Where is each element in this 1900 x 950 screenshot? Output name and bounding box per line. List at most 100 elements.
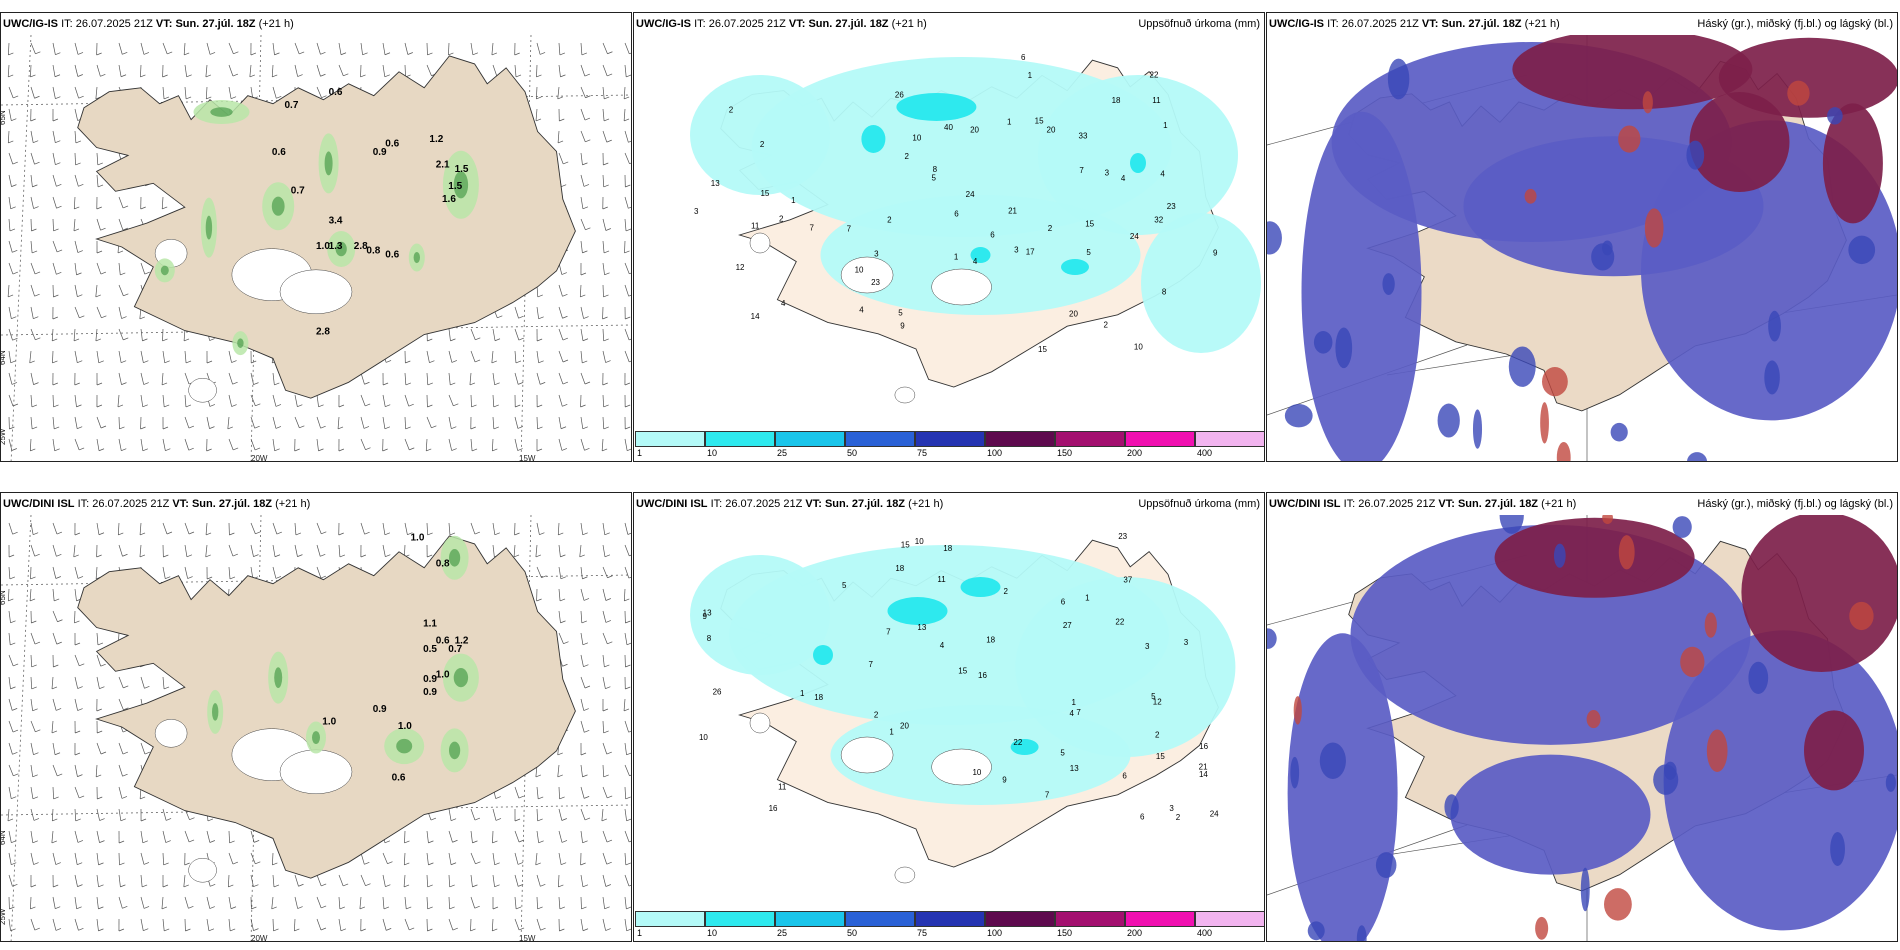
wind-barb-feather (607, 51, 613, 55)
wind-barb (601, 438, 604, 451)
wind-barb-feather (51, 840, 57, 844)
glacier (154, 719, 188, 748)
wind-barb-feather (207, 818, 214, 822)
wind-barb-feather (629, 774, 631, 777)
wind-barb-feather (117, 404, 124, 408)
wind-barb (580, 786, 585, 799)
wind-barb-feather (624, 382, 631, 386)
wind-value-label: 0.7 (448, 644, 462, 655)
wind-value-label: 3.4 (329, 215, 343, 226)
wind-barb-feather (629, 554, 631, 557)
wind-shade-core (160, 265, 169, 276)
wind-barb-feather (96, 52, 102, 56)
wind-barb (162, 42, 168, 55)
wind-barb-feather (625, 426, 631, 430)
wind-barb (228, 64, 234, 77)
wind-barb-feather (294, 928, 300, 932)
cloud-patch (1508, 346, 1536, 387)
wind-barb-feather (73, 338, 80, 342)
wind-barb-feather (606, 139, 612, 143)
wind-barb (404, 896, 407, 909)
wind-barb-feather (163, 96, 170, 100)
wind-barb (206, 896, 211, 909)
wind-barb-feather (74, 620, 80, 624)
wind-barb-feather (144, 751, 151, 755)
cloud-map[interactable] (1267, 35, 1897, 462)
wind-barb (140, 350, 144, 363)
wind-barb-feather (629, 360, 631, 363)
wind-map[interactable]: 1.00.81.10.6 1.20.5 0.70.90.91.00.91.00.61… (1, 515, 631, 942)
wind-barb (580, 522, 584, 535)
wind-barb (426, 372, 429, 385)
wind-barb (30, 64, 32, 77)
wind-barb (602, 460, 603, 461)
wind-barb (602, 764, 605, 777)
wind-barb-feather (298, 883, 304, 887)
wind-barb (602, 918, 606, 931)
precip-map[interactable]: 5382716182422201318211613106131026914112… (634, 515, 1264, 915)
cloud-map[interactable] (1267, 515, 1897, 942)
wind-barb-feather (54, 448, 60, 452)
mid-cloud (1287, 633, 1398, 941)
wind-barb (427, 940, 428, 941)
wind-barb (603, 940, 604, 941)
wind-barb-feather (581, 906, 587, 910)
colorbar-swatch (915, 911, 985, 927)
wind-barb-feather (77, 840, 84, 843)
wind-barb-feather (562, 337, 569, 341)
wind-barb (602, 328, 605, 341)
wind-barb (294, 522, 297, 535)
wind-barb (294, 42, 300, 55)
wind-barb-feather (626, 642, 631, 646)
wind-barb-feather (386, 928, 392, 931)
precip-shade-core (1061, 259, 1089, 275)
wind-barb (30, 130, 34, 143)
wind-barb (535, 852, 538, 865)
panel-header: UWC/IG-IS IT: 26.07.2025 21Z VT: Sun. 27… (3, 18, 294, 30)
colorbar-swatch (845, 431, 915, 447)
precip-title: Uppsöfnuð úrkoma (mm) (1138, 18, 1260, 30)
wind-barb (118, 764, 123, 777)
wind-barb (95, 86, 98, 99)
wind-barb (162, 918, 165, 931)
wind-barb (580, 350, 583, 363)
wind-barb (448, 438, 453, 451)
wind-barb-feather (75, 140, 82, 144)
wind-barb (183, 874, 186, 887)
precip-value-label: 16 (978, 671, 987, 680)
wind-barb (537, 460, 538, 461)
wind-barb-feather (205, 554, 211, 558)
wind-barb-feather (32, 532, 39, 536)
wind-value-label: 1.0 (316, 241, 330, 252)
wind-barb (228, 918, 231, 931)
wind-barb (558, 544, 561, 557)
wind-barb-feather (31, 228, 37, 232)
wind-barb (360, 372, 365, 385)
precip-value-label: 10 (915, 537, 924, 546)
cloud-patch (1830, 831, 1845, 866)
wind-barb (382, 874, 386, 887)
wind-barb-feather (31, 664, 37, 668)
wind-barb (579, 284, 582, 297)
precip-value-label: 3 (1105, 169, 1110, 178)
precip-value-label: 6 (1021, 53, 1026, 62)
wind-barb-feather (139, 532, 146, 536)
cloud-patch (1653, 764, 1679, 795)
wind-barb (581, 460, 582, 461)
wind-barb-feather (628, 206, 631, 209)
wind-barb-feather (605, 228, 611, 231)
wind-barb (602, 240, 605, 253)
wind-barb (602, 394, 605, 407)
wind-barb (558, 306, 563, 319)
cloud-patch (1610, 422, 1628, 442)
wind-barb-feather (406, 906, 412, 910)
wind-barb-feather (186, 74, 192, 78)
wind-barb-feather (123, 707, 129, 711)
wind-map[interactable]: 0.70.60.60.6 0.91.22.1 1.51.51.60.73.41.01… (1, 35, 631, 462)
wind-barb-feather (469, 382, 476, 386)
wind-barb (294, 416, 300, 428)
wind-barb-feather (54, 598, 60, 602)
wind-barb (624, 42, 630, 54)
wind-barb (557, 764, 560, 777)
